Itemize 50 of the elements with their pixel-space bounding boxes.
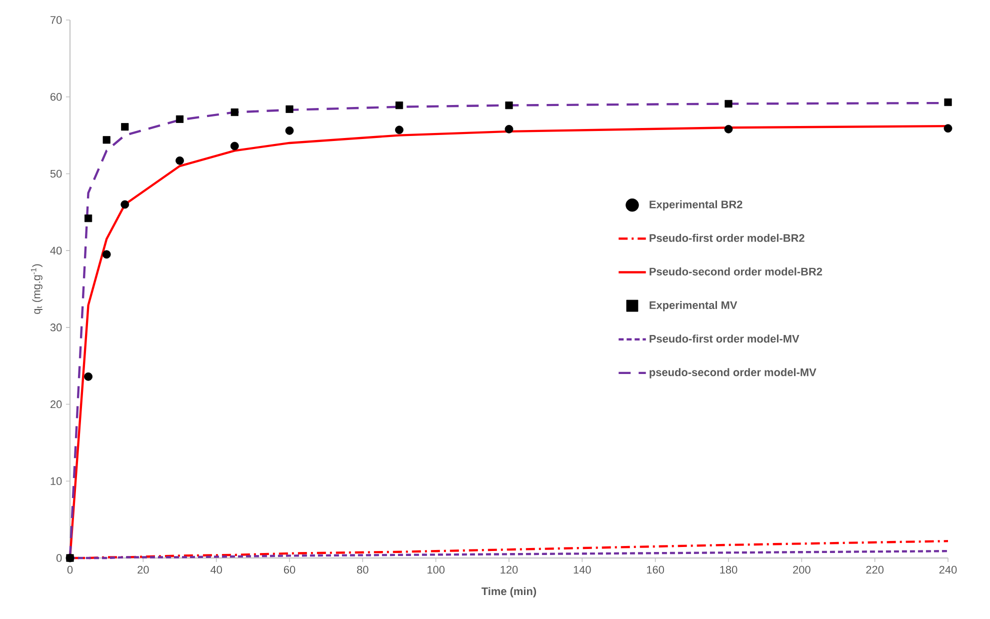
- y-axis-title: q$_{t}$ (mg.g$^{-1}$): [30, 264, 42, 314]
- y-tick-label: 70: [50, 16, 62, 24]
- x-tick-label: 180: [720, 566, 738, 574]
- point: [230, 108, 238, 116]
- point: [230, 142, 239, 150]
- x-tick-label: 0: [67, 566, 73, 574]
- point: [176, 115, 184, 123]
- point: [286, 105, 294, 113]
- point: [285, 126, 294, 135]
- y-tick-label: 10: [50, 477, 62, 486]
- point: [504, 124, 514, 134]
- point: [102, 136, 110, 144]
- y-tick-label: 40: [50, 246, 62, 254]
- point: [121, 123, 129, 131]
- legend-label: Experimental MV: [650, 301, 738, 312]
- y-tick-label: 60: [50, 92, 62, 101]
- x-tick-label: 160: [647, 566, 664, 574]
- legend-label: Experimental BR2: [650, 200, 742, 210]
- legend-label: Pseudo-first order model-BR2: [650, 234, 804, 242]
- point: [102, 250, 111, 259]
- x-tick-label: 80: [357, 566, 368, 574]
- y-tick-label: 20: [50, 400, 62, 408]
- point: [944, 124, 952, 133]
- x-tick-label: 40: [210, 566, 222, 574]
- legend-label: Pseudo-first order model-MV: [650, 334, 800, 343]
- point: [944, 98, 952, 106]
- y-tick-label: 30: [50, 324, 62, 332]
- x-tick-label: 120: [500, 566, 518, 574]
- point: [120, 200, 130, 209]
- point: [176, 156, 184, 165]
- y-tick-label: 0: [56, 554, 62, 562]
- x-tick-label: 60: [284, 566, 296, 574]
- x-tick-label: 140: [574, 566, 591, 574]
- point: [724, 124, 733, 134]
- x-tick-label: 100: [428, 566, 445, 574]
- legend-label: Pseudo-second order model-BR2: [650, 267, 822, 276]
- point: [395, 126, 404, 134]
- x-tick-label: 20: [138, 566, 149, 574]
- point: [84, 372, 92, 381]
- x-tick-label: 240: [939, 566, 957, 574]
- point: [724, 100, 732, 108]
- y-tick-label: 50: [50, 170, 62, 178]
- point: [395, 102, 404, 110]
- x-axis-title: Time (min): [482, 587, 536, 598]
- legend-label: pseudo-second order model-MV: [650, 368, 816, 378]
- point: [84, 214, 92, 222]
- point: [66, 554, 74, 562]
- point: [505, 102, 513, 110]
- x-tick-label: 220: [866, 566, 884, 574]
- x-tick-label: 200: [793, 566, 810, 574]
